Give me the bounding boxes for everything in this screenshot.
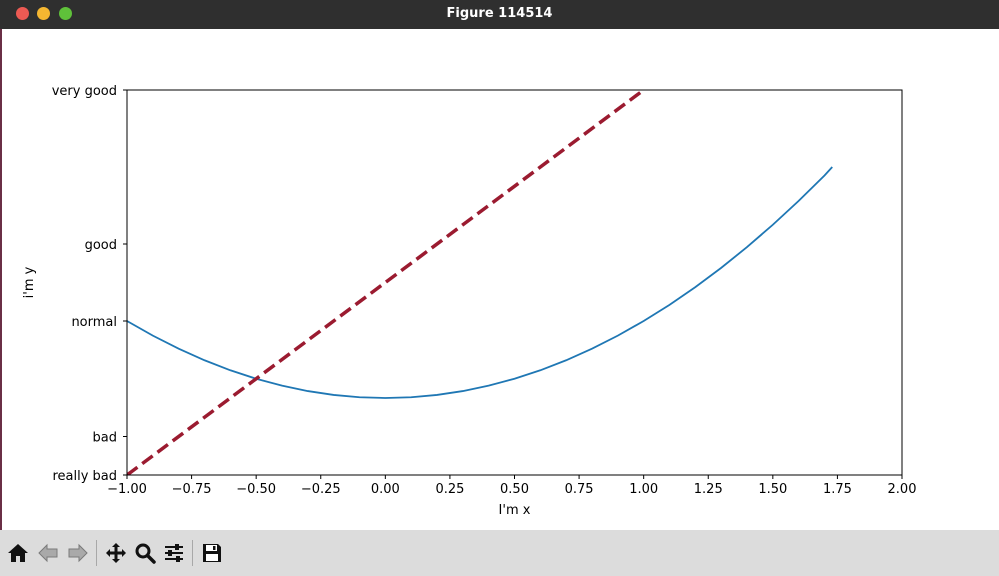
toolbar-separator <box>192 540 193 566</box>
pan-icon <box>106 543 126 563</box>
x-tick-label: 1.50 <box>758 482 787 497</box>
x-tick-label: 1.75 <box>823 482 852 497</box>
x-tick-label: −1.00 <box>107 482 147 497</box>
window-title: Figure 114514 <box>446 6 553 21</box>
x-tick-label: −0.25 <box>301 482 341 497</box>
x-tick-label: 0.00 <box>371 482 400 497</box>
zoom-icon <box>135 543 156 564</box>
y-axis-label: i'm y <box>22 266 37 298</box>
save-button[interactable] <box>199 540 225 566</box>
home-icon <box>8 544 28 562</box>
pan-button[interactable] <box>103 540 129 566</box>
x-tick-label: 2.00 <box>888 482 917 497</box>
x-tick-label: 1.00 <box>629 482 658 497</box>
configure-subplots-icon <box>165 544 183 562</box>
y-tick-label: bad <box>93 431 117 446</box>
y-tick-label: really bad <box>52 469 117 484</box>
axes-frame <box>126 89 903 476</box>
x-tick-label: −0.50 <box>236 482 276 497</box>
window-titlebar: Figure 114514 <box>0 0 999 29</box>
back-arrow-icon <box>38 543 58 563</box>
configure-subplots-button[interactable] <box>161 540 187 566</box>
forward-button[interactable] <box>65 540 91 566</box>
x-tick-label: 1.25 <box>694 482 723 497</box>
save-icon <box>203 544 221 562</box>
zoom-button[interactable] <box>132 540 158 566</box>
close-window-button[interactable] <box>16 7 29 20</box>
maximize-window-button[interactable] <box>59 7 72 20</box>
window-edge <box>0 29 2 530</box>
y-tick-label: good <box>85 238 117 253</box>
back-button[interactable] <box>35 540 61 566</box>
x-tick-label: 0.25 <box>435 482 464 497</box>
x-tick-label: 0.75 <box>565 482 594 497</box>
x-axis-label: I'm x <box>499 503 531 518</box>
forward-arrow-icon <box>68 543 88 563</box>
series-layer <box>127 90 833 475</box>
x-tick-label: −0.75 <box>172 482 212 497</box>
dashed-line-series <box>127 90 645 475</box>
x-ticks: −1.00 −0.75 −0.50 −0.25 0.00 0.25 0.50 0.75 1.00… <box>107 475 916 497</box>
toolbar-separator <box>96 540 97 566</box>
navigation-toolbar <box>0 530 999 576</box>
minimize-window-button[interactable] <box>37 7 50 20</box>
chart: −1.00 −0.75 −0.50 −0.25 0.00 0.25 0.50 0.75 1.00… <box>22 84 916 518</box>
x-tick-label: 0.50 <box>500 482 529 497</box>
home-button[interactable] <box>5 540 31 566</box>
figure-canvas: −1.00 −0.75 −0.50 −0.25 0.00 0.25 0.50 0.75 1.00… <box>2 29 999 530</box>
y-tick-label: normal <box>71 315 117 330</box>
y-tick-label: very good <box>52 84 117 99</box>
y-ticks: really bad bad normal good very good <box>52 84 127 484</box>
curve-series <box>127 166 833 399</box>
